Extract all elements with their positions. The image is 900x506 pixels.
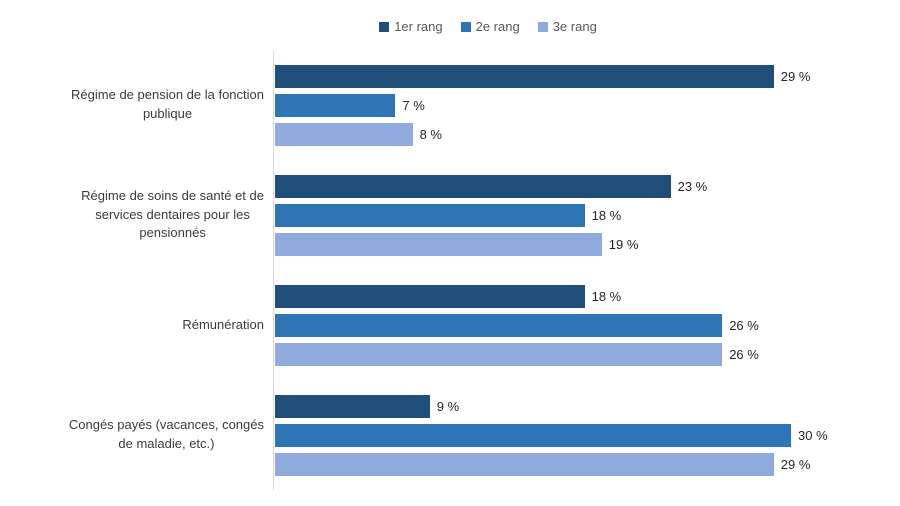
bar-2e-rang bbox=[275, 93, 396, 117]
bar-value-label: 26 % bbox=[729, 346, 759, 362]
bar-value-label: 30 % bbox=[798, 427, 828, 443]
bar-row: 26 % bbox=[275, 342, 900, 366]
bar-1er-rang bbox=[275, 174, 671, 198]
bar-value-label: 18 % bbox=[591, 207, 622, 223]
category-label-cell: Régime de pension de la fonction publique bbox=[0, 86, 273, 124]
chart-legend: 1er rang 2e rang 3e rang bbox=[38, 0, 900, 34]
legend-label-3e-rang: 3e rang bbox=[552, 19, 597, 34]
bar-3e-rang bbox=[275, 342, 723, 366]
bar-row: 9 % bbox=[275, 394, 900, 418]
category-label-cell: Régime de soins de santé et de services d… bbox=[0, 187, 273, 244]
bar-2e-rang bbox=[275, 423, 791, 447]
legend-swatch-3e-rang bbox=[537, 21, 548, 32]
bar-1er-rang bbox=[275, 394, 430, 418]
category-group: Rémunération 18 % 26 % 26 % bbox=[0, 270, 900, 380]
bar-row: 19 % bbox=[275, 232, 900, 256]
bar-row: 30 % bbox=[275, 423, 900, 447]
bar-1er-rang bbox=[275, 64, 774, 88]
bar-group: 23 % 18 % 19 % bbox=[273, 174, 900, 256]
bar-value-label: 7 % bbox=[402, 97, 425, 113]
bar-value-label: 29 % bbox=[780, 456, 811, 472]
bar-row: 18 % bbox=[275, 203, 900, 227]
bar-value-label: 9 % bbox=[436, 398, 460, 414]
bar-row: 23 % bbox=[275, 174, 900, 198]
bar-row: 29 % bbox=[275, 64, 900, 88]
bar-group: 18 % 26 % 26 % bbox=[273, 284, 900, 366]
legend-label-1er-rang: 1er rang bbox=[394, 19, 443, 34]
bar-value-label: 26 % bbox=[729, 317, 759, 333]
bar-group: 9 % 30 % 29 % bbox=[273, 394, 900, 476]
category-label: Rémunération bbox=[182, 316, 264, 332]
chart-rows: Régime de pension de la fonction publique… bbox=[0, 50, 900, 490]
bar-value-label: 18 % bbox=[591, 288, 622, 304]
category-group: Congés payés (vacances, congés de maladie… bbox=[0, 380, 900, 490]
bar-2e-rang bbox=[275, 203, 585, 227]
legend-item-3e-rang: 3e rang bbox=[537, 19, 597, 34]
category-label: Régime de soins de santé et de services d… bbox=[81, 187, 264, 241]
legend-swatch-2e-rang bbox=[460, 21, 471, 32]
bar-row: 18 % bbox=[275, 284, 900, 308]
bar-3e-rang bbox=[275, 232, 602, 256]
bar-2e-rang bbox=[275, 313, 723, 337]
bar-1er-rang bbox=[275, 284, 585, 308]
bar-row: 29 % bbox=[275, 452, 900, 476]
category-label-cell: Rémunération bbox=[0, 316, 273, 335]
bar-value-label: 29 % bbox=[780, 68, 811, 84]
bar-value-label: 19 % bbox=[608, 236, 639, 252]
category-group: Régime de pension de la fonction publique… bbox=[0, 50, 900, 160]
legend-label-2e-rang: 2e rang bbox=[475, 19, 520, 34]
legend-item-2e-rang: 2e rang bbox=[460, 19, 520, 34]
category-group: Régime de soins de santé et de services d… bbox=[0, 160, 900, 270]
category-label: Congés payés (vacances, congés de maladie… bbox=[68, 417, 264, 451]
bar-value-label: 23 % bbox=[677, 178, 708, 194]
bar-row: 7 % bbox=[275, 93, 900, 117]
bar-3e-rang bbox=[275, 452, 774, 476]
category-label-cell: Congés payés (vacances, congés de maladie… bbox=[0, 416, 273, 454]
bar-row: 26 % bbox=[275, 313, 900, 337]
category-label: Régime de pension de la fonction publique bbox=[71, 87, 264, 121]
bar-row: 8 % bbox=[275, 122, 900, 146]
bar-3e-rang bbox=[275, 122, 413, 146]
bar-chart-area: Régime de pension de la fonction publique… bbox=[0, 50, 900, 490]
bar-value-label: 8 % bbox=[419, 126, 442, 142]
legend-swatch-1er-rang bbox=[379, 21, 390, 32]
legend-item-1er-rang: 1er rang bbox=[379, 19, 443, 34]
bar-group: 29 % 7 % 8 % bbox=[273, 64, 900, 146]
y-axis-line bbox=[273, 50, 274, 490]
